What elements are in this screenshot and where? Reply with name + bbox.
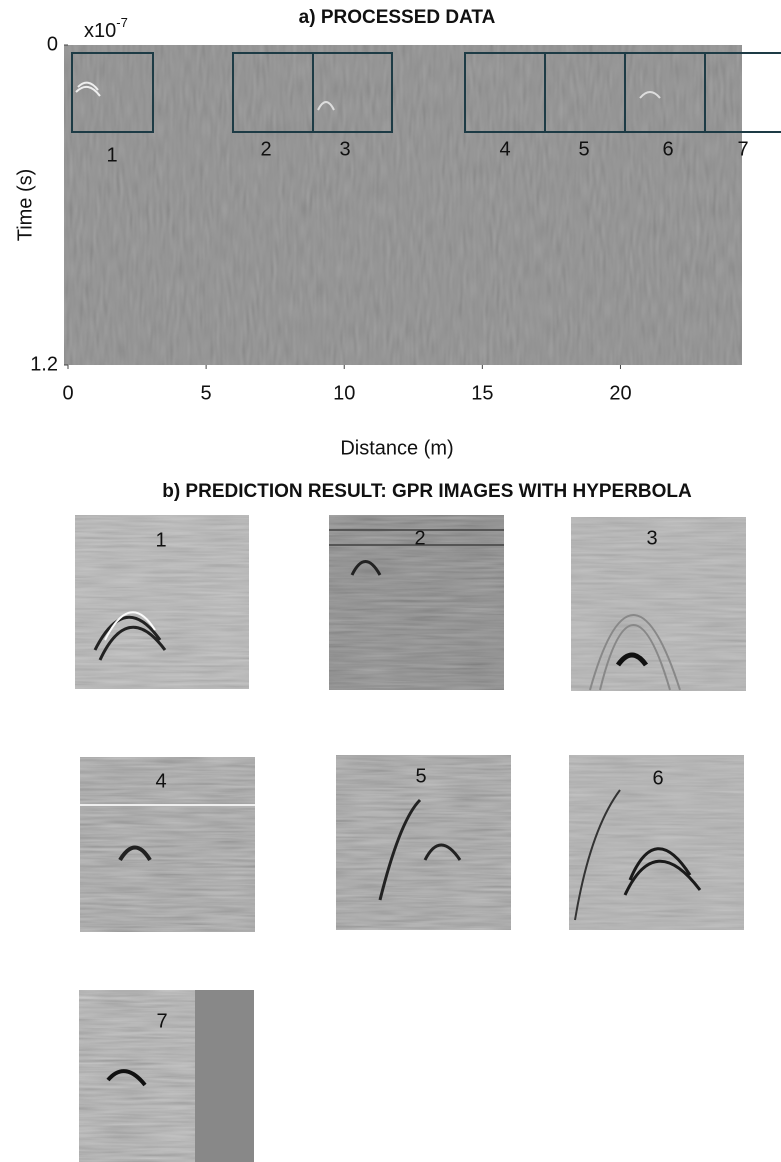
y-axis-label: Time (s) (14, 169, 36, 242)
image-label: 2 (414, 527, 425, 549)
image-texture (80, 757, 255, 932)
y-scale: x10-7 (84, 15, 128, 42)
x-tick-label: 20 (609, 382, 631, 404)
window-box (704, 52, 781, 133)
image-label: 1 (155, 529, 166, 551)
image-texture (336, 755, 511, 930)
hyperbola (623, 847, 702, 896)
panel-a-title: a) PROCESSED DATA (299, 7, 496, 28)
gpr-image: 7 (79, 990, 254, 1162)
y-scale-base: x10 (84, 20, 116, 42)
window-label: 2 (260, 138, 271, 160)
hyperbola (317, 101, 335, 111)
image-label: 4 (155, 770, 166, 792)
x-tick-label: 10 (333, 382, 355, 404)
gpr-image: 3 (571, 517, 746, 691)
hyperbola (104, 611, 156, 641)
image-label: 6 (652, 767, 663, 789)
gpr-image: 6 (569, 755, 744, 930)
y-tick-label: 0 (47, 33, 58, 55)
x-tick-label: 0 (62, 382, 73, 404)
radargram-texture (64, 45, 742, 365)
panel-b-title: b) PREDICTION RESULT: GPR IMAGES WITH HY… (162, 481, 692, 502)
window-label: 7 (737, 138, 748, 160)
window-box (312, 52, 393, 133)
image-texture (569, 755, 744, 930)
hyperbola (574, 789, 621, 921)
window-label: 1 (106, 144, 117, 166)
hyperbola (378, 798, 462, 901)
hyperbola (93, 615, 167, 661)
window-label: 3 (339, 138, 350, 160)
image-label: 7 (156, 1010, 167, 1032)
gpr-image: 1 (75, 515, 249, 689)
gpr-image: 4 (80, 757, 255, 932)
image-label: 3 (646, 527, 657, 549)
image-texture (571, 517, 746, 691)
x-tick-label: 5 (201, 382, 212, 404)
window-label: 5 (578, 138, 589, 160)
hyperbola (615, 652, 649, 667)
hyperbola (350, 560, 382, 576)
band (329, 529, 504, 546)
hyperbola (589, 614, 681, 691)
gpr-image: 5 (336, 755, 511, 930)
window-label: 6 (662, 138, 673, 160)
window-label: 4 (499, 138, 510, 160)
hyperbola (639, 91, 661, 99)
image-label: 5 (415, 765, 426, 787)
hyperbola (118, 845, 152, 862)
window-box (71, 52, 154, 133)
x-axis-label: Distance (m) (340, 437, 453, 459)
y-tick-label: 1.2 (30, 353, 58, 375)
hyperbola (106, 1069, 147, 1087)
image-texture (75, 515, 249, 689)
x-tick-label: 15 (471, 382, 493, 404)
y-scale-exponent: -7 (116, 15, 128, 30)
gpr-image: 2 (329, 515, 504, 690)
hyperbola (75, 81, 101, 97)
